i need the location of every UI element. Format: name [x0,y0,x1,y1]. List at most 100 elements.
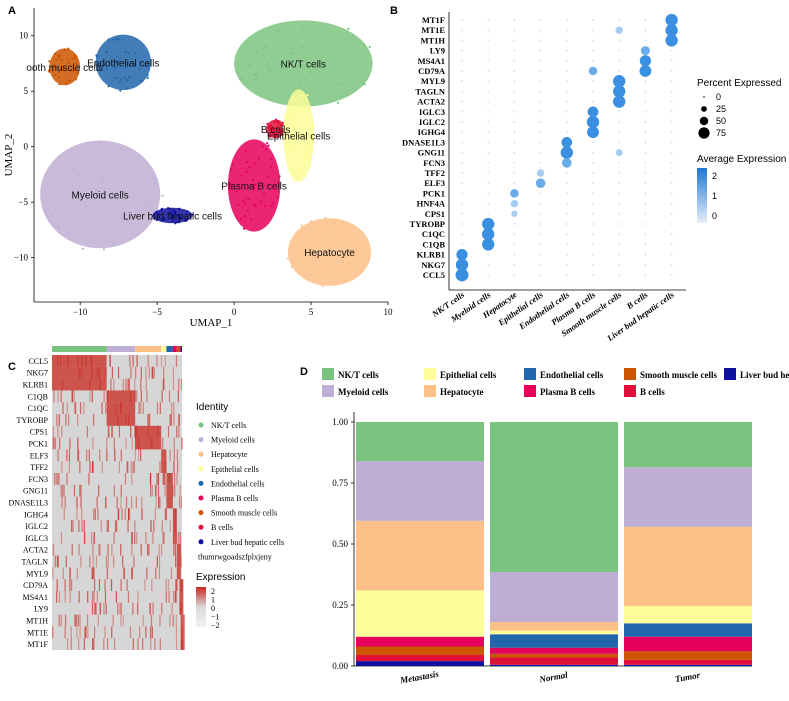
dotplot-dot [487,29,490,32]
umap-point [72,166,75,169]
dotplot-dot [513,253,516,256]
expression-legend-title: Expression [196,572,245,583]
bar-category-label: Metastasis [398,669,440,686]
heatmap-cell [164,508,167,521]
dotplot-dot [592,161,594,164]
heatmap-cell [110,579,113,591]
dotplot-dot [513,274,516,276]
heatmap-cell [178,425,180,438]
heatmap-cell [151,579,153,591]
heatmap-cell [61,425,63,438]
heatmap-cell [163,473,165,485]
dotplot-dot [513,49,516,52]
heatmap-cell [103,638,105,650]
heatmap-cell [84,626,86,639]
heatmap-cell [129,390,131,403]
heatmap-block [161,461,167,473]
umap-point [255,50,258,53]
dotplot-dot [513,70,516,72]
umap-cluster-body [283,89,315,182]
heatmap-cell [72,520,74,532]
umap-point [125,63,129,66]
dotplot-dot [461,121,463,123]
heatmap-cell [134,378,136,391]
umap-point [168,207,171,210]
heatmap-cell [172,591,175,603]
heatmap-cell [64,591,66,603]
dotplot-gene-label: IGLC3 [419,107,445,117]
bar-legend-swatch [524,368,536,380]
dotplot-dot [665,34,678,47]
heatmap-cell [175,579,177,591]
umap-point [248,197,251,200]
dotplot-dot [487,110,490,113]
heatmap-cell [116,520,118,532]
umap-point [323,264,327,267]
heatmap-cell [89,390,91,403]
umap-point [146,73,149,77]
heatmap-cell [118,425,121,438]
umap-point [112,38,115,41]
heatmap-cell [169,449,171,462]
dotplot-dot [455,258,469,271]
dotplot-dot [670,121,673,123]
umap-point [300,252,303,255]
umap-point [126,79,129,82]
umap-point [126,237,129,240]
umap-cluster-label: Endothelial cells [87,58,159,69]
umap-point [63,48,66,51]
heatmap-cell [179,496,181,509]
heatmap-cell [130,366,132,379]
heatmap-cell [71,520,73,532]
heatmap-cell [116,496,118,509]
dotplot-dot [670,243,673,246]
umap-point [256,71,259,74]
dotplot-gene-label: GNG11 [418,148,445,158]
umap-point [140,79,143,82]
heatmap-cell [175,638,178,650]
dotplot-dot [513,80,516,83]
heatmap-cell [52,567,54,580]
heatmap-cell [178,378,180,391]
heatmap-cell [136,532,138,544]
umap-point [136,215,139,218]
heatmap-cell [60,390,62,403]
umap-point [252,178,255,181]
umap-point [55,66,58,69]
heatmap-cell [77,437,79,450]
heatmap-cell [171,402,173,414]
heatmap-cell [91,567,93,580]
dotplot-dot [618,263,621,266]
dotplot-dot [644,161,647,164]
heatmap-cell [56,555,59,568]
umap-point [262,192,266,195]
heatmap-cell [150,437,152,450]
umap-point [290,145,294,148]
umap-point [105,50,108,54]
heatmap-cell [90,355,92,367]
umap-panel: −10 −5 0 5 10 10 5 0 −5 −10 NK/T cells Endothelial… [3,8,393,329]
dotplot-dot [565,100,568,103]
heatmap-cell [69,579,71,591]
dotplot-gene-label: MT1F [422,15,445,25]
umap-point [333,220,336,223]
bar-segment-hepatocyte [356,520,484,591]
umap-point [161,194,164,197]
dotplot-dot [618,182,621,185]
umap-point [299,110,302,113]
heatmap-cell [75,402,77,414]
dotplot-dot [618,243,621,246]
umap-point [163,218,166,221]
umap-point [76,71,79,75]
heatmap-cell [97,614,99,627]
umap-point [124,66,128,69]
umap-point [57,54,60,57]
identity-bar-epithelial-cells [161,346,167,352]
dotplot-dot [618,49,621,52]
heatmap-cell [137,638,139,650]
identity-bar-hepatocyte [135,346,162,352]
umap-point [270,128,274,131]
heatmap-cell [96,496,98,509]
umap-point [266,122,269,126]
umap-point [154,198,157,201]
